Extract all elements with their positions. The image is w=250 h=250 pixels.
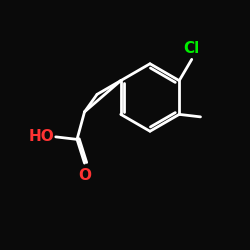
Text: HO: HO — [29, 130, 54, 144]
Text: O: O — [78, 168, 91, 183]
Text: Cl: Cl — [184, 42, 200, 56]
